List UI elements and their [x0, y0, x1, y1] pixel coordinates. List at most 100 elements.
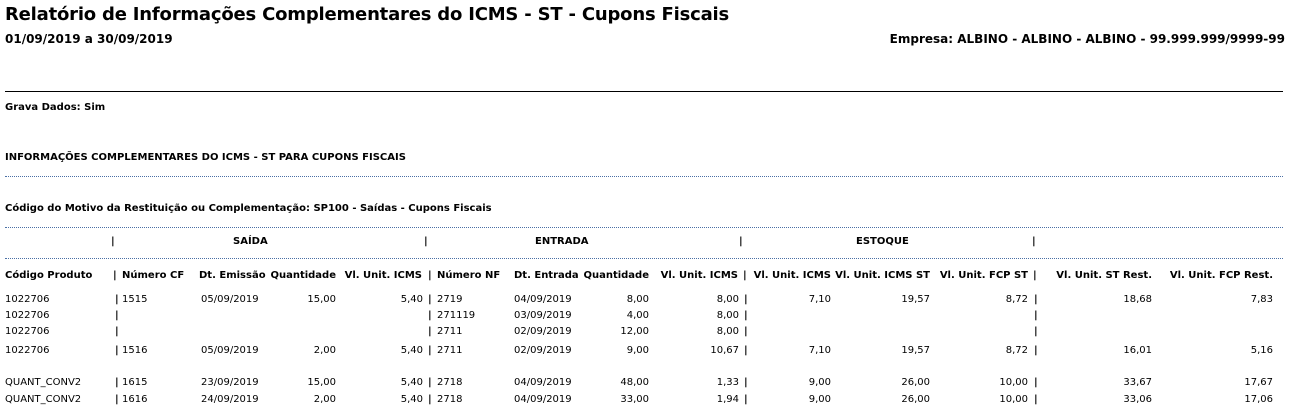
cell-numero-cf: 1615 — [122, 377, 148, 388]
cell-qtd-s: 2,00 — [313, 345, 336, 356]
cell-qtd-s: 15,00 — [307, 294, 336, 305]
cell-qtd-e: 9,00 — [626, 345, 649, 356]
cell-dt-entrada: 04/09/2019 — [514, 294, 572, 305]
cell-icms-e: 1,33 — [716, 377, 739, 388]
cell-numero-cf: 1516 — [122, 345, 148, 356]
cell-fcp-rest: 5,16 — [1250, 345, 1273, 356]
report-period: 01/09/2019 a 30/09/2019 — [5, 32, 173, 46]
cell-numero-cf: 1616 — [122, 394, 148, 405]
column-separator: | — [428, 310, 432, 321]
cell-icms-s: 5,40 — [400, 294, 423, 305]
col-vl-unit-icms-entrada: Vl. Unit. ICMS — [660, 270, 738, 281]
column-separator: | — [428, 394, 432, 405]
cell-dt-emissao: 24/09/2019 — [201, 394, 259, 405]
cell-qtd-e: 12,00 — [620, 326, 649, 337]
column-separator: | — [1034, 294, 1038, 305]
cell-codigo: 1022706 — [5, 345, 50, 356]
cell-dt-emissao: 05/09/2019 — [201, 345, 259, 356]
column-separator: | — [1034, 310, 1038, 321]
cell-qtd-s: 2,00 — [313, 394, 336, 405]
column-separator: | — [115, 394, 119, 405]
cell-icms-st: 19,57 — [901, 294, 930, 305]
column-separator: | — [1034, 377, 1038, 388]
cell-icms-s: 5,40 — [400, 345, 423, 356]
cell-fcp-rest: 17,67 — [1244, 377, 1273, 388]
column-separator: | — [115, 326, 119, 337]
column-separator: | — [744, 310, 748, 321]
cell-dt-entrada: 03/09/2019 — [514, 310, 572, 321]
column-separator: | — [744, 294, 748, 305]
section-title: INFORMAÇÕES COMPLEMENTARES DO ICMS - ST … — [5, 152, 406, 163]
column-separator: | — [739, 236, 743, 247]
cell-dt-emissao: 23/09/2019 — [201, 377, 259, 388]
dotted-separator — [5, 258, 1283, 259]
cell-dt-entrada: 02/09/2019 — [514, 345, 572, 356]
col-vl-unit-st-rest: Vl. Unit. ST Rest. — [1056, 270, 1152, 281]
cell-numero-nf: 2719 — [437, 294, 463, 305]
dotted-separator — [5, 176, 1283, 177]
cell-dt-emissao: 05/09/2019 — [201, 294, 259, 305]
group-saida: SAÍDA — [233, 236, 268, 247]
col-vl-unit-icms-estoque: Vl. Unit. ICMS — [753, 270, 831, 281]
header-divider — [5, 91, 1283, 92]
cell-dt-entrada: 04/09/2019 — [514, 377, 572, 388]
cell-fcp-st: 8,72 — [1005, 294, 1028, 305]
cell-icms-e: 1,94 — [716, 394, 739, 405]
cell-st-rest: 33,06 — [1123, 394, 1152, 405]
column-separator: | — [744, 377, 748, 388]
col-numero-cf: Número CF — [122, 270, 185, 281]
cell-qtd-s: 15,00 — [307, 377, 336, 388]
cell-icms-est: 7,10 — [808, 345, 831, 356]
cell-dt-entrada: 04/09/2019 — [514, 394, 572, 405]
column-separator: | — [113, 270, 117, 281]
cell-fcp-rest: 17,06 — [1244, 394, 1273, 405]
col-vl-unit-fcp-rest: Vl. Unit. FCP Rest. — [1169, 270, 1273, 281]
cell-icms-st: 26,00 — [901, 394, 930, 405]
cell-numero-nf: 271119 — [437, 310, 476, 321]
column-separator: | — [428, 326, 432, 337]
cell-icms-e: 8,00 — [716, 310, 739, 321]
col-dt-emissao: Dt. Emissão — [199, 270, 266, 281]
cell-codigo: 1022706 — [5, 294, 50, 305]
column-separator: | — [111, 236, 115, 247]
cell-numero-nf: 2718 — [437, 377, 463, 388]
cell-numero-nf: 2711 — [437, 326, 463, 337]
cell-icms-s: 5,40 — [400, 377, 423, 388]
cell-codigo: QUANT_CONV2 — [5, 394, 82, 405]
column-separator: | — [1034, 345, 1038, 356]
company-info: Empresa: ALBINO - ALBINO - ALBINO - 99.9… — [889, 32, 1285, 46]
column-separator: | — [1033, 270, 1037, 281]
col-codigo-produto: Código Produto — [5, 270, 93, 281]
cell-numero-nf: 2711 — [437, 345, 463, 356]
col-quantidade-saida: Quantidade — [270, 270, 336, 281]
cell-icms-st: 26,00 — [901, 377, 930, 388]
cell-st-rest: 33,67 — [1123, 377, 1152, 388]
column-separator: | — [115, 345, 119, 356]
cell-icms-e: 10,67 — [710, 345, 739, 356]
column-separator: | — [744, 345, 748, 356]
cell-fcp-st: 10,00 — [999, 377, 1028, 388]
cell-fcp-st: 10,00 — [999, 394, 1028, 405]
column-separator: | — [115, 294, 119, 305]
cell-numero-cf: 1515 — [122, 294, 148, 305]
cell-qtd-e: 33,00 — [620, 394, 649, 405]
group-estoque: ESTOQUE — [856, 236, 909, 247]
column-separator: | — [428, 270, 432, 281]
column-separator: | — [744, 326, 748, 337]
column-separator: | — [115, 310, 119, 321]
column-separator: | — [428, 345, 432, 356]
column-separator: | — [743, 270, 747, 281]
cell-fcp-st: 8,72 — [1005, 345, 1028, 356]
cell-icms-st: 19,57 — [901, 345, 930, 356]
cell-codigo: QUANT_CONV2 — [5, 377, 82, 388]
cell-fcp-rest: 7,83 — [1250, 294, 1273, 305]
cell-numero-nf: 2718 — [437, 394, 463, 405]
column-separator: | — [428, 377, 432, 388]
col-vl-unit-icms-st: Vl. Unit. ICMS ST — [835, 270, 930, 281]
col-quantidade-entrada: Quantidade — [583, 270, 649, 281]
cell-qtd-e: 4,00 — [626, 310, 649, 321]
group-entrada: ENTRADA — [535, 236, 589, 247]
cell-qtd-e: 48,00 — [620, 377, 649, 388]
column-separator: | — [115, 377, 119, 388]
column-separator: | — [744, 394, 748, 405]
